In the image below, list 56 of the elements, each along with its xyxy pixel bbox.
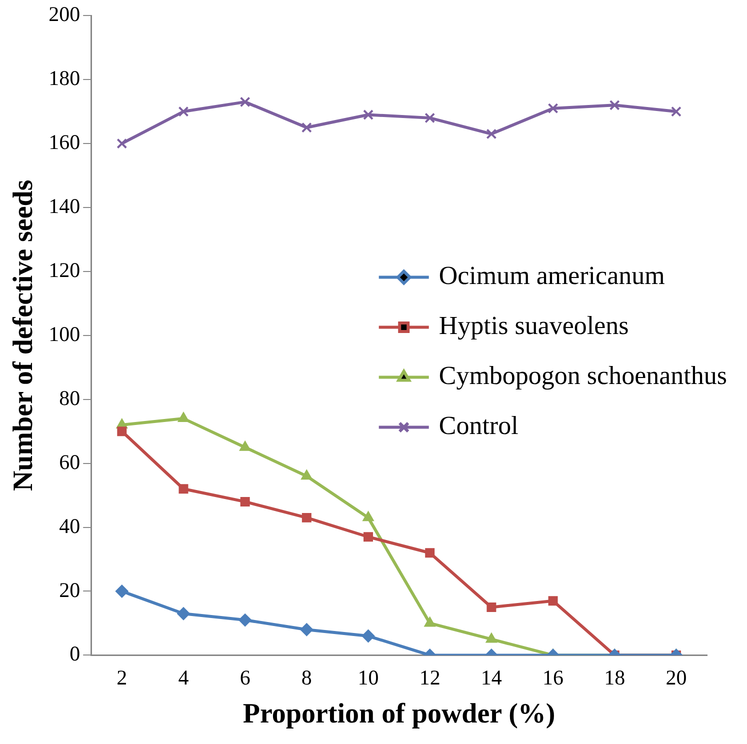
point bbox=[176, 607, 190, 620]
legend-label: Hyptis suaveolens bbox=[438, 311, 629, 340]
point bbox=[239, 440, 251, 451]
point bbox=[115, 584, 128, 598]
y-tick-label: 120 bbox=[48, 258, 80, 282]
y-tick-label: 20 bbox=[59, 578, 80, 602]
point bbox=[424, 616, 436, 627]
point bbox=[548, 103, 558, 114]
legend-label: Cymbopogon schoenanthus bbox=[438, 361, 728, 390]
point bbox=[486, 632, 498, 643]
point bbox=[362, 630, 375, 643]
point bbox=[117, 426, 127, 436]
point bbox=[424, 112, 436, 124]
x-tick-label: 14 bbox=[480, 665, 502, 690]
point bbox=[486, 128, 497, 140]
x-tick-label: 2 bbox=[116, 665, 128, 690]
y-tick-label: 100 bbox=[48, 322, 80, 346]
point bbox=[548, 596, 558, 606]
point bbox=[300, 623, 314, 636]
x-tick-label: 10 bbox=[358, 665, 379, 690]
y-tick-label: 0 bbox=[70, 642, 80, 666]
x-tick-label: 8 bbox=[301, 665, 312, 690]
y-tick-label: 40 bbox=[59, 514, 80, 538]
point bbox=[300, 470, 312, 480]
x-axis-title: Proportion of powder (%) bbox=[242, 698, 556, 730]
point bbox=[240, 96, 250, 108]
point bbox=[238, 614, 252, 627]
point bbox=[363, 109, 374, 120]
y-axis-title: Number of defective seeds bbox=[8, 180, 40, 492]
point bbox=[178, 106, 189, 117]
x-tick-label: 4 bbox=[178, 665, 190, 690]
point bbox=[425, 548, 435, 558]
legend-label: Ocimum americanum bbox=[438, 261, 665, 290]
point bbox=[670, 106, 682, 117]
point bbox=[178, 484, 188, 494]
point bbox=[609, 100, 620, 110]
point bbox=[302, 512, 312, 522]
point bbox=[364, 532, 373, 542]
point bbox=[116, 138, 128, 149]
point bbox=[362, 511, 374, 522]
point bbox=[178, 412, 190, 422]
y-tick-label: 160 bbox=[48, 130, 80, 154]
x-tick-label: 16 bbox=[542, 665, 564, 690]
legend-label: Control bbox=[438, 411, 518, 440]
point bbox=[240, 496, 250, 506]
x-tick-label: 6 bbox=[240, 665, 250, 690]
point bbox=[301, 122, 312, 133]
point bbox=[486, 602, 496, 612]
x-tick-label: 12 bbox=[419, 665, 440, 690]
y-tick-label: 60 bbox=[59, 450, 80, 474]
x-tick-label: 20 bbox=[666, 665, 687, 690]
y-tick-label: 80 bbox=[59, 386, 80, 410]
x-tick-label: 18 bbox=[604, 665, 626, 690]
y-tick-label: 200 bbox=[48, 2, 80, 26]
y-tick-label: 180 bbox=[48, 66, 80, 90]
y-tick-label: 140 bbox=[48, 194, 80, 218]
